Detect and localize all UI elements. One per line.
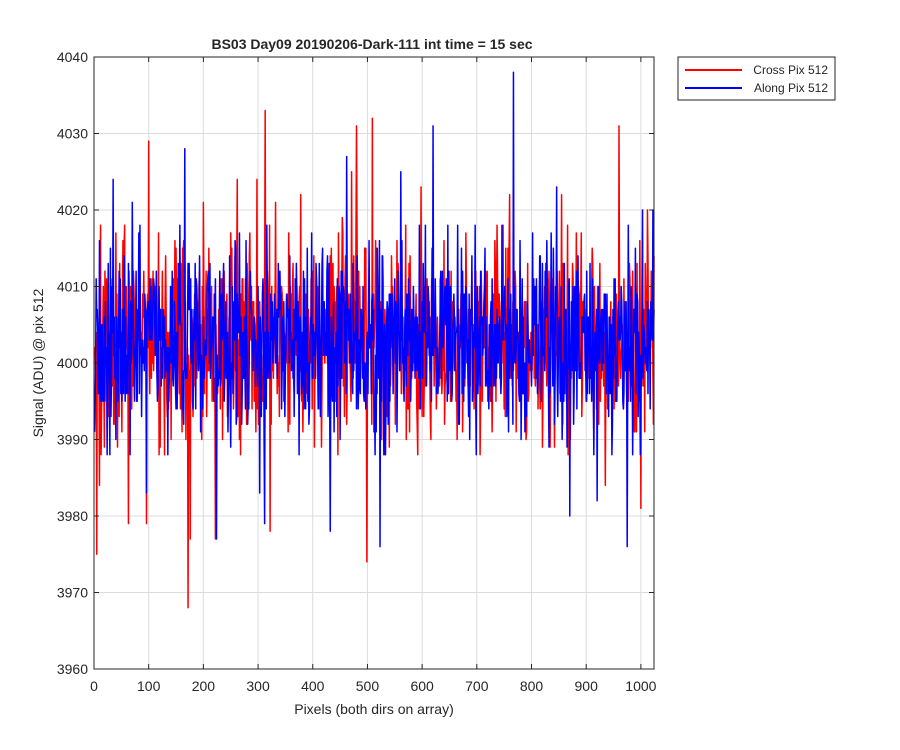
x-tick-label: 700: [465, 678, 489, 694]
chart-title: BS03 Day09 20190206-Dark-111 int time = …: [211, 36, 532, 52]
x-tick-label: 200: [192, 678, 216, 694]
legend-label-along-pix: Along Pix 512: [754, 81, 828, 95]
y-tick-label: 4030: [57, 126, 88, 142]
x-tick-label: 400: [301, 678, 325, 694]
y-tick-label: 4040: [57, 49, 88, 65]
legend-box: [677, 56, 836, 101]
x-tick-label: 100: [137, 678, 161, 694]
legend: Cross Pix 512 Along Pix 512: [677, 56, 836, 101]
y-tick-label: 3990: [57, 432, 88, 448]
y-tick-label: 3980: [57, 508, 88, 524]
y-tick-label: 4000: [57, 355, 88, 371]
y-tick-labels: 3960 3970 3980 3990 4000 4010 4020 4030 4040: [57, 49, 88, 677]
y-tick-label: 4020: [57, 202, 88, 218]
x-tick-label: 600: [410, 678, 434, 694]
x-tick-labels: 0 100 200 300 400 500 600 700 800 900 1000: [90, 678, 657, 694]
x-tick-label: 1000: [625, 678, 656, 694]
x-axis-label: Pixels (both dirs on array): [294, 701, 454, 717]
series-line-along-pix: [93, 71, 655, 548]
x-tick-label: 0: [90, 678, 98, 694]
legend-label-cross-pix: Cross Pix 512: [753, 63, 828, 77]
axis-ticks: [93, 56, 654, 670]
y-tick-label: 3970: [57, 585, 88, 601]
x-tick-label: 800: [520, 678, 544, 694]
y-tick-label: 4010: [57, 279, 88, 295]
x-tick-label: 900: [575, 678, 599, 694]
y-tick-label: 3960: [57, 661, 88, 677]
y-axis-label: Signal (ADU) @ pix 512: [30, 288, 46, 437]
series-layer: [93, 71, 655, 609]
x-tick-label: 500: [356, 678, 380, 694]
x-tick-label: 300: [246, 678, 270, 694]
